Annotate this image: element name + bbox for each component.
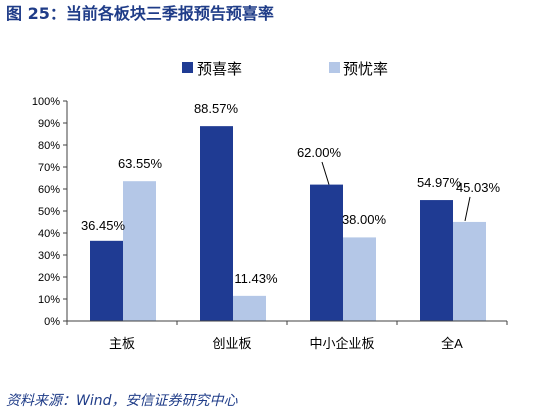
figure-title: 图 25：当前各板块三季报预告预喜率 (6, 4, 274, 23)
data-label-series-2-category-3: 38.00% (342, 212, 387, 227)
y-tick-label: 80% (38, 140, 60, 152)
bar-series-1-category-1 (90, 240, 123, 321)
source-note: 资料来源：Wind，安信证券研究中心 (6, 393, 238, 409)
legend-label-series-1: 预喜率 (197, 61, 242, 78)
bar-series-2-category-3 (343, 237, 376, 321)
x-category-label: 主板 (109, 336, 135, 351)
y-tick-label: 50% (38, 206, 60, 218)
data-label-series-1-category-4: 54.97% (417, 175, 462, 190)
y-tick-label: 0% (44, 316, 60, 328)
data-labels: 36.45% 88.57% 62.00% 54.97% 63.55% 11.43% 38.0… (81, 101, 501, 286)
y-tick-label: 30% (38, 250, 60, 262)
bar-series-2-category-2 (233, 295, 266, 321)
data-label-series-1-category-3: 62.00% (297, 145, 342, 160)
legend-label-series-2: 预忧率 (343, 61, 388, 78)
axes: 0% 10% 20% 30% 40% 50% 60% 70% 80% 90% 100% 主板 创业板 中小… (32, 96, 508, 351)
x-category-label: 全A (441, 336, 463, 351)
data-label-series-2-category-4: 45.03% (456, 180, 501, 195)
legend-swatch-series-1 (182, 62, 193, 73)
legend-swatch-series-2 (329, 62, 340, 73)
data-label-series-1-category-1: 36.45% (81, 218, 126, 233)
y-tick-label: 10% (38, 294, 60, 306)
y-tick-label: 100% (32, 96, 60, 108)
data-label-leader-line (464, 196, 471, 222)
y-tick-label: 60% (38, 184, 60, 196)
bar-series-2-category-1 (123, 181, 156, 321)
bar-series-1-category-2 (200, 126, 233, 322)
legend: 预喜率 预忧率 (182, 61, 388, 78)
x-category-label: 中小企业板 (309, 336, 374, 351)
bar-series-1-category-3 (310, 184, 343, 321)
data-label-series-2-category-1: 63.55% (118, 156, 163, 171)
y-tick-label: 70% (38, 162, 60, 174)
y-tick-label: 20% (38, 272, 60, 284)
data-label-leader-line (321, 161, 330, 185)
x-category-label: 创业板 (212, 336, 251, 351)
bar-series-1-category-4 (420, 200, 453, 321)
y-tick-label: 90% (38, 118, 60, 130)
bars (90, 126, 486, 322)
data-label-series-1-category-2: 88.57% (194, 101, 239, 116)
data-label-series-2-category-2: 11.43% (234, 271, 278, 286)
y-tick-label: 40% (38, 228, 60, 240)
bar-series-2-category-4 (453, 221, 486, 321)
